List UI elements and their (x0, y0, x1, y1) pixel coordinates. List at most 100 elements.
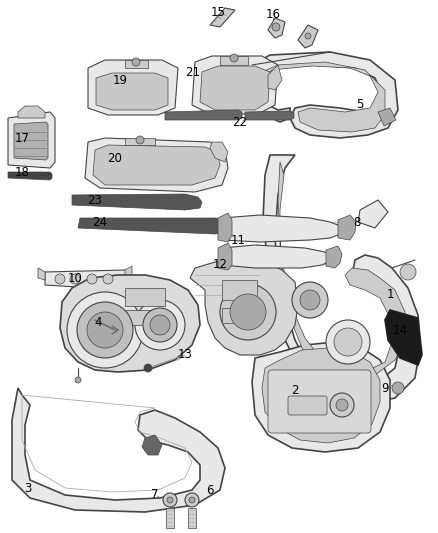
Polygon shape (263, 155, 420, 405)
Polygon shape (8, 172, 52, 180)
Text: 6: 6 (206, 483, 214, 497)
Bar (222, 308, 242, 323)
Text: 20: 20 (108, 151, 123, 165)
Text: 11: 11 (230, 233, 246, 246)
Polygon shape (125, 138, 155, 145)
Circle shape (400, 264, 416, 280)
Text: 17: 17 (14, 132, 29, 144)
Polygon shape (125, 60, 148, 68)
FancyBboxPatch shape (268, 370, 371, 433)
Circle shape (75, 377, 81, 383)
Circle shape (230, 294, 266, 330)
Text: 18: 18 (14, 166, 29, 179)
Circle shape (189, 497, 195, 503)
Polygon shape (88, 60, 178, 115)
Text: 1: 1 (386, 288, 394, 302)
Polygon shape (252, 342, 390, 452)
Text: 16: 16 (265, 9, 280, 21)
Polygon shape (96, 73, 168, 110)
Polygon shape (166, 508, 174, 528)
Polygon shape (210, 8, 235, 27)
Polygon shape (60, 275, 200, 372)
Polygon shape (192, 56, 278, 114)
Circle shape (230, 54, 238, 62)
Polygon shape (188, 508, 196, 528)
Text: 3: 3 (25, 481, 32, 495)
Text: 22: 22 (233, 116, 247, 128)
Polygon shape (248, 52, 398, 138)
Text: 2: 2 (291, 384, 299, 397)
Circle shape (135, 300, 185, 350)
Polygon shape (45, 270, 130, 290)
Polygon shape (142, 435, 162, 455)
Circle shape (144, 364, 152, 372)
Polygon shape (218, 213, 232, 242)
Text: 19: 19 (113, 74, 127, 86)
Polygon shape (220, 245, 330, 268)
Circle shape (330, 393, 354, 417)
Polygon shape (18, 106, 45, 118)
Polygon shape (85, 138, 228, 192)
Circle shape (167, 497, 173, 503)
Polygon shape (268, 65, 282, 90)
Polygon shape (8, 112, 55, 168)
Circle shape (143, 308, 177, 342)
Circle shape (87, 312, 123, 348)
Polygon shape (298, 25, 318, 48)
Text: 8: 8 (353, 215, 360, 229)
Polygon shape (258, 62, 385, 132)
FancyBboxPatch shape (288, 396, 327, 415)
Polygon shape (200, 66, 270, 110)
Polygon shape (268, 18, 285, 38)
Polygon shape (278, 162, 405, 375)
Circle shape (70, 274, 80, 284)
Circle shape (305, 33, 311, 39)
Text: 14: 14 (392, 324, 407, 336)
Bar (222, 280, 257, 300)
Circle shape (326, 320, 370, 364)
Polygon shape (12, 388, 225, 512)
Polygon shape (338, 215, 356, 240)
Polygon shape (78, 218, 238, 234)
Circle shape (334, 328, 362, 356)
Polygon shape (14, 122, 48, 160)
Text: 21: 21 (186, 66, 201, 78)
Polygon shape (245, 111, 294, 120)
Bar (125, 310, 150, 325)
Polygon shape (210, 142, 228, 162)
Polygon shape (385, 310, 422, 365)
Circle shape (185, 493, 199, 507)
Circle shape (336, 399, 348, 411)
Polygon shape (93, 145, 220, 185)
Circle shape (103, 274, 113, 284)
Text: 15: 15 (211, 5, 226, 19)
Polygon shape (220, 215, 342, 242)
Circle shape (292, 282, 328, 318)
Circle shape (136, 136, 144, 144)
Text: 4: 4 (94, 316, 102, 328)
Text: 24: 24 (92, 215, 107, 229)
Polygon shape (165, 110, 242, 120)
Bar (125, 288, 165, 306)
Text: 5: 5 (356, 99, 364, 111)
Circle shape (272, 23, 280, 31)
Circle shape (150, 315, 170, 335)
Polygon shape (220, 56, 248, 65)
Polygon shape (218, 243, 232, 270)
Circle shape (55, 274, 65, 284)
Circle shape (132, 58, 140, 66)
Polygon shape (38, 268, 45, 280)
Polygon shape (72, 194, 202, 210)
Text: 9: 9 (381, 382, 389, 394)
Polygon shape (125, 266, 132, 278)
Polygon shape (378, 108, 396, 126)
Polygon shape (326, 246, 342, 268)
Polygon shape (358, 200, 388, 228)
Circle shape (220, 284, 276, 340)
Polygon shape (190, 260, 298, 355)
Text: 12: 12 (212, 259, 227, 271)
Text: 13: 13 (177, 349, 192, 361)
Text: 7: 7 (151, 489, 159, 502)
Circle shape (300, 290, 320, 310)
Circle shape (163, 493, 177, 507)
